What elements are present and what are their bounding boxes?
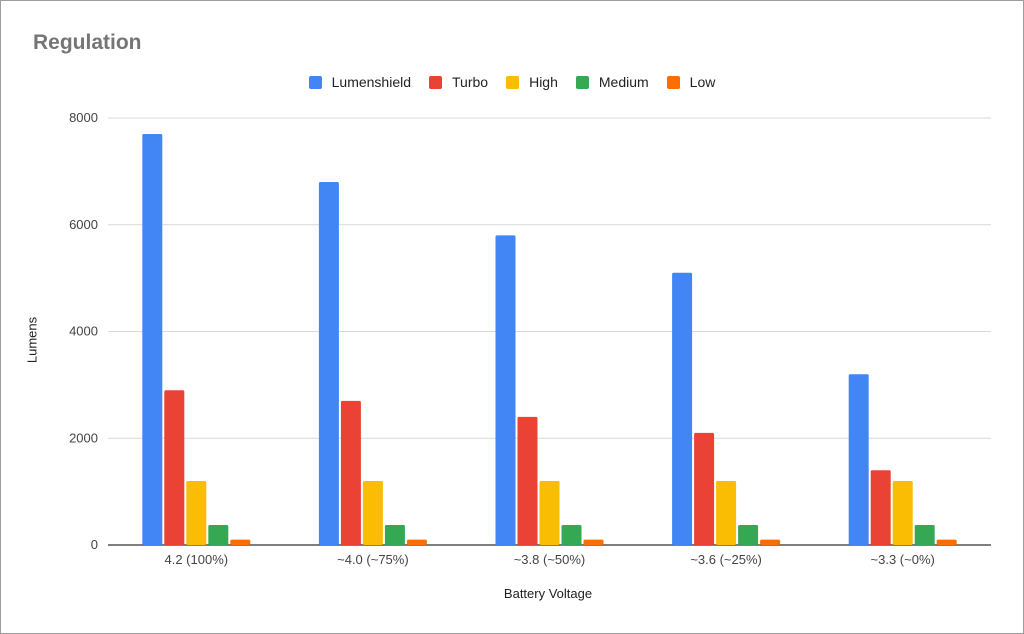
legend-item-medium[interactable]: Medium — [575, 74, 649, 90]
bar-lumenshield — [672, 272, 693, 545]
x-axis-label: Battery Voltage — [503, 586, 593, 601]
bar-high — [186, 480, 207, 545]
legend-label: Turbo — [452, 74, 489, 90]
bar-turbo — [340, 400, 361, 545]
legend-swatch — [308, 75, 322, 89]
chart-legend: Lumenshield Turbo High Medium Low — [0, 74, 1024, 90]
x-tick-label: ~3.8 (~50%) — [514, 552, 586, 567]
legend-swatch — [575, 75, 589, 89]
y-tick-label: 8000 — [69, 110, 98, 125]
bar-high — [716, 480, 737, 545]
bar-turbo — [870, 470, 891, 545]
legend-item-lumenshield[interactable]: Lumenshield — [308, 74, 412, 90]
y-tick-label: 0 — [91, 537, 98, 552]
legend-item-high[interactable]: High — [506, 74, 558, 90]
bar-lumenshield — [318, 182, 339, 546]
legend-swatch — [429, 75, 443, 89]
legend-swatch — [666, 75, 680, 89]
chart-title: Regulation — [33, 31, 142, 54]
bar-turbo — [517, 416, 538, 545]
bar-lumenshield — [495, 235, 516, 546]
legend-label: Low — [689, 74, 716, 90]
x-tick-label: ~4.0 (~75%) — [337, 552, 409, 567]
bar-medium — [914, 524, 935, 545]
bar-medium — [208, 524, 229, 545]
x-tick-label: ~3.6 (~25%) — [690, 552, 762, 567]
y-tick-label: 2000 — [69, 430, 98, 445]
legend-label: High — [529, 74, 558, 90]
legend-label: Lumenshield — [331, 74, 412, 90]
y-tick-label: 4000 — [69, 324, 98, 339]
bar-lumenshield — [142, 134, 163, 545]
bar-turbo — [164, 390, 185, 545]
y-tick-label: 6000 — [69, 217, 98, 232]
bar-medium — [561, 524, 582, 545]
bar-low — [406, 539, 427, 545]
bar-turbo — [694, 432, 715, 545]
bar-low — [936, 539, 957, 545]
bar-low — [230, 539, 251, 545]
x-tick-label: ~3.3 (~0%) — [871, 552, 935, 567]
bar-low — [760, 539, 781, 545]
legend-item-turbo[interactable]: Turbo — [429, 74, 488, 90]
bar-lumenshield — [848, 374, 869, 545]
legend-item-low[interactable]: Low — [666, 74, 716, 90]
bar-medium — [384, 524, 405, 545]
bar-low — [583, 539, 604, 545]
legend-swatch — [506, 75, 520, 89]
bar-high — [539, 480, 560, 545]
legend-label: Medium — [598, 74, 649, 90]
x-tick-label: 4.2 (100%) — [165, 552, 229, 567]
bar-high — [362, 480, 383, 545]
bar-medium — [738, 524, 759, 545]
bar-high — [892, 480, 913, 545]
